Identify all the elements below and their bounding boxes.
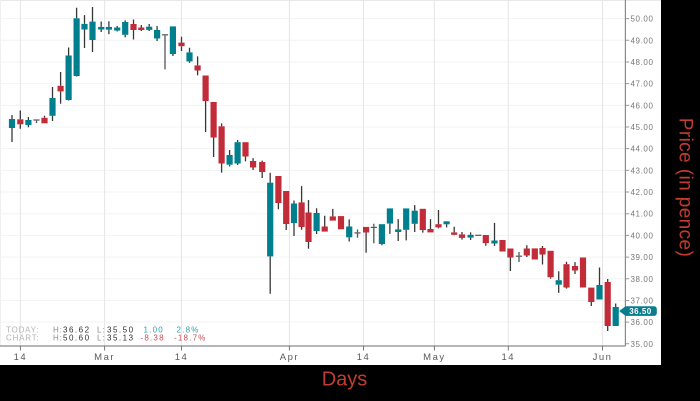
svg-text:1.00: 1.00 [144,325,164,334]
svg-text:44.00: 44.00 [631,145,654,154]
svg-text:L:: L: [97,325,105,334]
svg-text:47.00: 47.00 [631,80,654,89]
svg-text:L:: L: [97,333,105,342]
svg-text:49.00: 49.00 [631,36,654,45]
svg-text:14: 14 [502,352,516,363]
svg-text:2.8%: 2.8% [177,325,200,334]
svg-text:41.00: 41.00 [631,210,654,219]
svg-text:50.00: 50.00 [631,15,654,24]
svg-text:H:: H: [53,325,63,334]
svg-text:14: 14 [357,352,371,363]
svg-text:50.60: 50.60 [63,333,91,342]
svg-text:CHART:: CHART: [6,333,40,342]
svg-text:Mar: Mar [94,352,115,363]
svg-text:TODAY:: TODAY: [6,325,39,334]
svg-text:35.00: 35.00 [631,340,654,349]
svg-text:42.00: 42.00 [631,188,654,197]
svg-text:14: 14 [14,352,28,363]
svg-text:36.00: 36.00 [631,318,654,327]
svg-text:Days: Days [322,368,368,390]
svg-text:14: 14 [175,352,189,363]
svg-text:46.00: 46.00 [631,101,654,110]
svg-text:48.00: 48.00 [631,58,654,67]
svg-text:45.00: 45.00 [631,123,654,132]
svg-text:39.00: 39.00 [631,253,654,262]
svg-text:37.00: 37.00 [631,296,654,305]
svg-text:Jun: Jun [593,352,613,363]
svg-text:May: May [423,352,445,363]
svg-text:-8.38: -8.38 [141,333,165,342]
svg-text:H:: H: [53,333,63,342]
svg-text:35.50: 35.50 [107,325,135,334]
svg-text:Price (in pence): Price (in pence) [675,118,696,257]
svg-text:43.00: 43.00 [631,166,654,175]
svg-text:40.00: 40.00 [631,231,654,240]
svg-text:Apr: Apr [280,352,299,363]
svg-text:38.00: 38.00 [631,275,654,284]
svg-text:35.13: 35.13 [107,333,135,342]
svg-text:-18.7%: -18.7% [174,333,207,342]
svg-text:36.62: 36.62 [63,325,91,334]
svg-text:36.50: 36.50 [629,307,652,316]
